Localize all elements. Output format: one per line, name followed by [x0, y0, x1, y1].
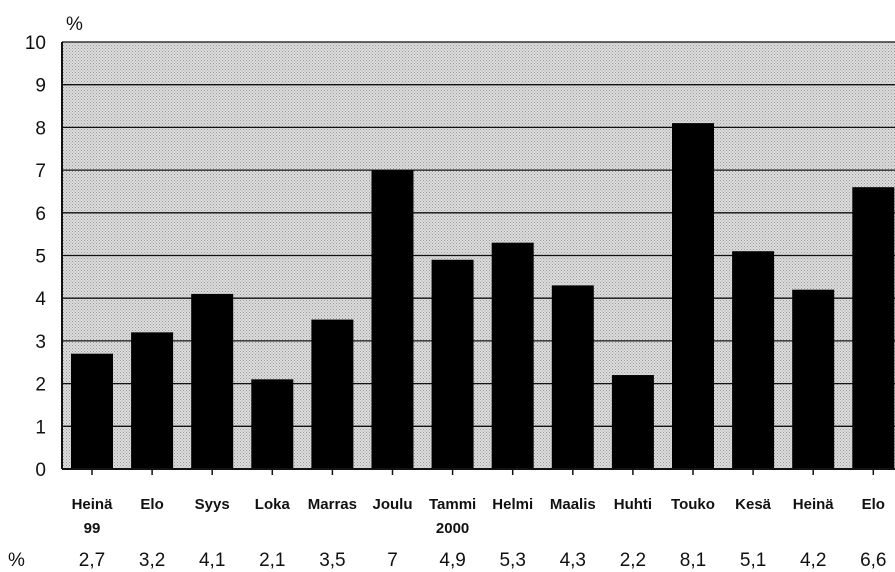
bar: [672, 123, 714, 469]
data-label: 4,2: [800, 550, 826, 571]
bar: [491, 242, 534, 469]
y-tick-label: 1: [35, 417, 46, 438]
bar: [191, 293, 234, 469]
y-tick-label: 3: [35, 332, 46, 353]
bar: [852, 187, 895, 469]
y-tick-label: 7: [35, 161, 46, 182]
bar: [792, 289, 835, 469]
data-label: 8,1: [680, 550, 706, 571]
x-tick-label: Touko: [671, 496, 715, 513]
bar: [251, 379, 294, 469]
data-label: 3,5: [319, 550, 345, 571]
value-row-label: %: [8, 550, 25, 571]
bar: [371, 170, 414, 469]
x-tick-label: Heinä: [72, 496, 114, 513]
x-tick-label: Syys: [195, 496, 230, 513]
x-tick-sublabel: 2000: [436, 520, 469, 537]
y-tick-label: 8: [35, 118, 46, 139]
x-tick-label: Kesä: [735, 496, 772, 513]
y-axis-label: %: [66, 14, 83, 35]
x-tick-label: Heinä: [793, 496, 835, 513]
x-tick-label: Helmi: [492, 496, 533, 513]
x-tick-label: Tammi: [429, 496, 476, 513]
x-tick-labels: Heinä 99 Elo Syys Loka Marras Joulu Tammi 2000 He…: [72, 496, 885, 537]
bar: [551, 285, 594, 469]
y-tick-label: 6: [35, 204, 46, 225]
y-tick-label: 5: [35, 247, 46, 268]
bar: [431, 259, 474, 469]
x-tick-label: Elo: [140, 496, 163, 513]
data-label: 5,3: [499, 550, 525, 571]
data-label: 2,2: [620, 550, 646, 571]
data-label: 4,9: [439, 550, 465, 571]
y-tick-label: 10: [25, 33, 46, 54]
data-label: 4,3: [560, 550, 586, 571]
bar: [611, 375, 654, 469]
data-label: 2,7: [79, 550, 105, 571]
data-label: 4,1: [199, 550, 225, 571]
data-label: 6,6: [860, 550, 886, 571]
bar: [732, 251, 775, 469]
bar: [311, 319, 354, 469]
y-tick-label: 2: [35, 375, 46, 396]
data-label: 3,2: [139, 550, 165, 571]
bar: [131, 332, 174, 469]
x-tick-label: Loka: [255, 496, 291, 513]
y-tick-label: 4: [35, 289, 46, 310]
x-tick-label: Joulu: [373, 496, 413, 513]
y-tick-labels: 0 1 2 3 4 5 6 7 8 9 10: [25, 33, 47, 481]
data-label: 2,1: [259, 550, 285, 571]
x-tick-label: Marras: [308, 496, 357, 513]
data-label: 5,1: [740, 550, 766, 571]
x-tick-label: Maalis: [550, 496, 596, 513]
x-tick-sublabel: 99: [84, 520, 101, 537]
x-tick-label: Elo: [862, 496, 885, 513]
axes: [61, 42, 895, 475]
y-tick-label: 0: [35, 460, 46, 481]
bars: [71, 123, 895, 469]
value-labels: 2,7 3,2 4,1 2,1 3,5 7 4,9 5,3 4,3 2,2 8,1 5,1 4,2 6,6: [79, 550, 887, 571]
y-tick-label: 9: [35, 76, 46, 97]
x-tick-label: Huhti: [614, 496, 652, 513]
data-label: 7: [387, 550, 398, 571]
bar: [71, 353, 113, 469]
